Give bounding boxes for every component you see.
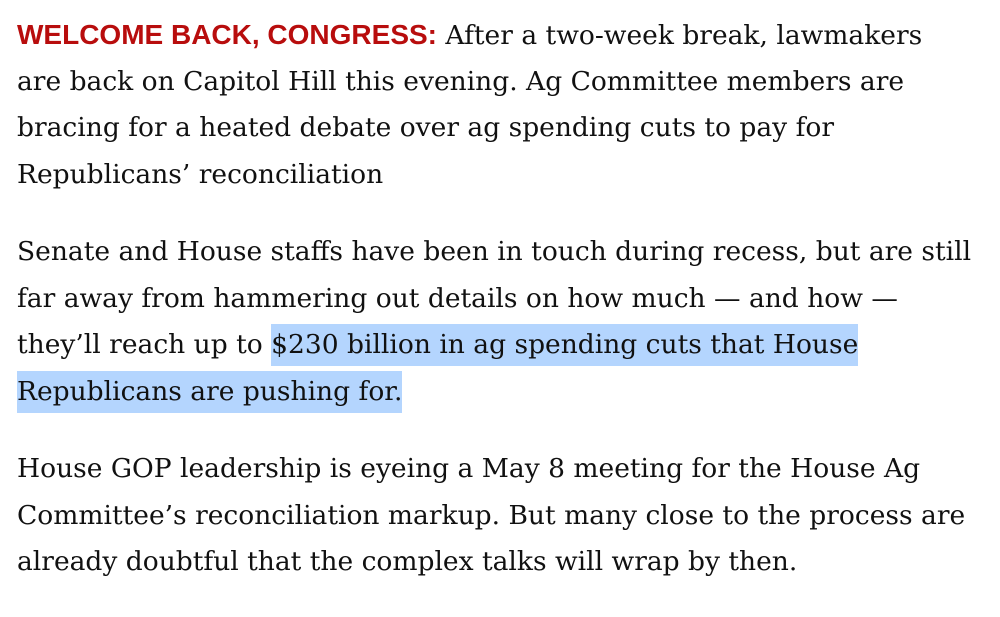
paragraph-gop-leadership: House GOP leadership is eyeing a May 8 m… — [17, 453, 966, 577]
section-kicker: WELCOME BACK, CONGRESS: — [17, 19, 437, 50]
selected-text[interactable]: Republicans are pushing for. — [17, 370, 403, 413]
article-body: WELCOME BACK, CONGRESS: After a two-week… — [17, 12, 971, 617]
paragraph-staff-talks: Senate and House staffs have been in tou… — [17, 229, 971, 415]
paragraph-welcome-back: WELCOME BACK, CONGRESS: After a two-week… — [17, 19, 923, 190]
selected-text[interactable]: $230 billion in ag spending cuts that Ho… — [271, 324, 859, 366]
